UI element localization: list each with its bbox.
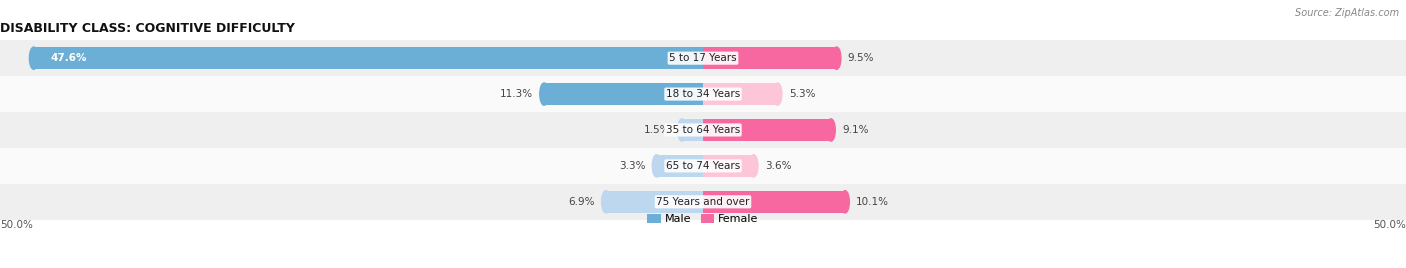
Circle shape <box>652 155 661 177</box>
Bar <box>0 148 1406 184</box>
Bar <box>703 47 837 69</box>
Text: 18 to 34 Years: 18 to 34 Years <box>666 89 740 99</box>
Bar <box>606 191 703 213</box>
Bar <box>0 76 1406 112</box>
Text: Source: ZipAtlas.com: Source: ZipAtlas.com <box>1295 8 1399 18</box>
Bar <box>0 184 1406 220</box>
Circle shape <box>749 155 758 177</box>
Circle shape <box>773 83 782 105</box>
Bar <box>682 119 703 141</box>
Bar <box>544 83 703 105</box>
Bar <box>703 83 778 105</box>
Circle shape <box>30 47 38 69</box>
Circle shape <box>841 191 849 213</box>
Text: 35 to 64 Years: 35 to 64 Years <box>666 125 740 135</box>
Circle shape <box>540 83 548 105</box>
Text: 5.3%: 5.3% <box>789 89 815 99</box>
Circle shape <box>827 119 835 141</box>
Bar <box>34 47 703 69</box>
Text: 9.1%: 9.1% <box>842 125 869 135</box>
Circle shape <box>832 47 841 69</box>
Bar <box>703 119 831 141</box>
Text: 47.6%: 47.6% <box>51 53 87 63</box>
Text: 50.0%: 50.0% <box>0 220 32 230</box>
Text: 1.5%: 1.5% <box>644 125 671 135</box>
Legend: Male, Female: Male, Female <box>643 209 763 229</box>
Text: 3.3%: 3.3% <box>619 161 645 171</box>
Circle shape <box>602 191 610 213</box>
Text: 9.5%: 9.5% <box>848 53 875 63</box>
Circle shape <box>678 119 686 141</box>
Text: 50.0%: 50.0% <box>1374 220 1406 230</box>
Text: 6.9%: 6.9% <box>568 197 595 207</box>
Text: 65 to 74 Years: 65 to 74 Years <box>666 161 740 171</box>
Bar <box>703 191 845 213</box>
Text: 5 to 17 Years: 5 to 17 Years <box>669 53 737 63</box>
Bar <box>657 155 703 177</box>
Text: 10.1%: 10.1% <box>856 197 889 207</box>
Text: 11.3%: 11.3% <box>499 89 533 99</box>
Text: 75 Years and over: 75 Years and over <box>657 197 749 207</box>
Text: DISABILITY CLASS: COGNITIVE DIFFICULTY: DISABILITY CLASS: COGNITIVE DIFFICULTY <box>0 22 295 35</box>
Bar <box>0 40 1406 76</box>
Bar <box>703 155 754 177</box>
Bar <box>0 112 1406 148</box>
Text: 3.6%: 3.6% <box>765 161 792 171</box>
